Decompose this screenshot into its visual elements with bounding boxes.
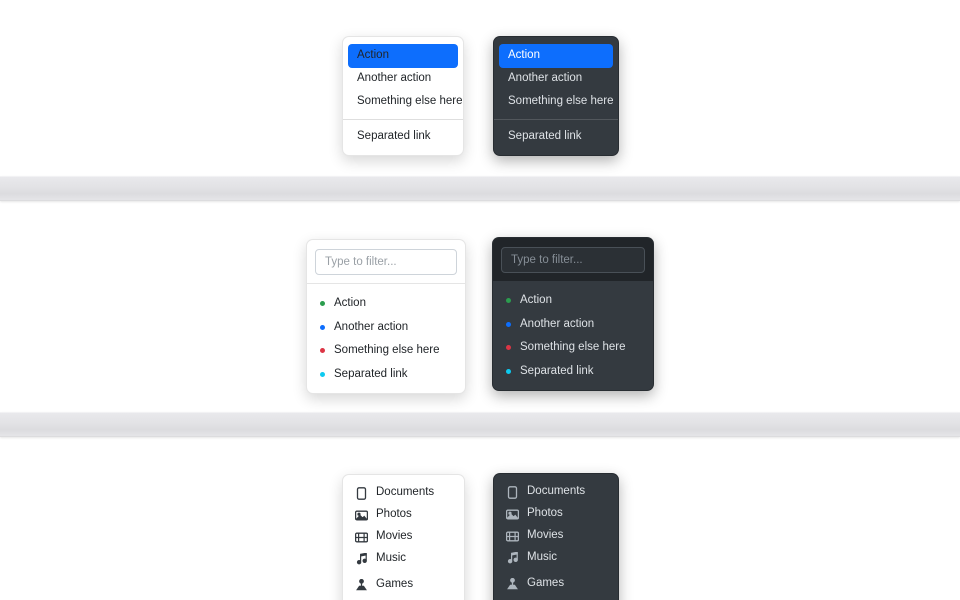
status-dot-red-icon [320, 348, 325, 354]
menu-item-label: Movies [527, 529, 564, 542]
menu-item-label: Action [357, 49, 389, 61]
filter-header [307, 240, 465, 284]
dropdown-menu-filter-light: Action Another action Something else her… [306, 239, 466, 394]
menu-item-label: Photos [376, 508, 412, 521]
filter-input[interactable] [315, 249, 457, 275]
menu-divider [343, 118, 463, 120]
status-dot-blue-icon [320, 324, 325, 330]
dropdown-menu-basic-dark: Action Another action Something else her… [493, 36, 619, 156]
menu-item-another-action[interactable]: Another action [494, 68, 618, 91]
filter-input[interactable] [501, 247, 645, 273]
filter-item-list: Action Another action Something else her… [307, 284, 465, 386]
menu-item-label: Photos [527, 507, 563, 520]
menu-item-games[interactable]: Games [494, 573, 618, 595]
menu-item-label: Action [334, 297, 366, 309]
menu-item-label: Action [508, 49, 540, 61]
status-dot-cyan-icon [320, 371, 325, 377]
menu-item-photos[interactable]: Photos [494, 503, 618, 525]
menu-item-label: Separated link [508, 130, 582, 142]
dropdown-menu-basic-light: Action Another action Something else her… [342, 36, 464, 156]
menu-item-movies[interactable]: Movies [343, 526, 464, 548]
menu-item-action[interactable]: Action [307, 292, 465, 316]
menu-item-documents[interactable]: Documents [494, 481, 618, 503]
film-icon [506, 530, 519, 543]
joystick-icon [506, 577, 519, 591]
menu-item-label: Something else here [334, 344, 440, 356]
menu-item-separated-link[interactable]: Separated link [493, 360, 653, 384]
status-dot-green-icon [506, 298, 511, 304]
menu-item-separated-link[interactable]: Separated link [343, 126, 463, 149]
menu-item-separated-link[interactable]: Separated link [494, 126, 618, 149]
menu-item-another-action[interactable]: Another action [493, 313, 653, 337]
menu-item-label: Separated link [357, 130, 431, 142]
menu-item-label: Music [527, 551, 558, 564]
joystick-icon [355, 578, 368, 592]
status-dot-blue-icon [506, 321, 511, 327]
menu-item-label: Something else here [508, 94, 614, 107]
menu-item-music[interactable]: Music [343, 548, 464, 570]
menu-item-label: Music [376, 552, 407, 565]
menu-item-photos[interactable]: Photos [343, 504, 464, 526]
menu-item-label: Another action [508, 72, 583, 84]
menu-item-something-else-here[interactable]: Something else here [493, 336, 653, 360]
menu-divider [494, 118, 618, 120]
menu-item-something-else-here[interactable]: Something else here [343, 90, 463, 113]
music-note-icon [506, 552, 519, 565]
status-dot-cyan-icon [506, 368, 511, 374]
menu-item-something-else-here[interactable]: Something else here [307, 339, 465, 363]
section-divider-band-1 [0, 176, 960, 201]
menu-item-label: Games [527, 577, 565, 590]
menu-item-label: Another action [357, 72, 432, 84]
status-dot-red-icon [506, 345, 511, 351]
menu-item-action[interactable]: Action [499, 44, 613, 68]
section-divider-band-2 [0, 412, 960, 437]
menu-item-label: Games [376, 578, 414, 591]
menu-item-label: Something else here [357, 94, 463, 107]
music-note-icon [355, 553, 368, 566]
menu-item-documents[interactable]: Documents [343, 482, 464, 504]
dropdown-menu-icons-light: Documents Photos Movies Music Games [342, 474, 465, 600]
filter-item-list: Action Another action Something else her… [493, 281, 653, 383]
menu-item-label: Movies [376, 530, 413, 543]
menu-item-games[interactable]: Games [343, 574, 464, 596]
film-icon [355, 531, 368, 544]
menu-item-label: Something else here [520, 341, 626, 353]
menu-item-label: Another action [334, 320, 409, 333]
menu-item-label: Separated link [520, 364, 594, 377]
image-icon [355, 509, 368, 522]
file-icon [506, 485, 519, 499]
menu-item-separated-link[interactable]: Separated link [307, 363, 465, 387]
menu-item-action[interactable]: Action [348, 44, 458, 68]
menu-item-another-action[interactable]: Another action [343, 68, 463, 91]
menu-item-another-action[interactable]: Another action [307, 316, 465, 340]
menu-item-label: Documents [376, 486, 435, 499]
menu-item-something-else-here[interactable]: Something else here [494, 90, 618, 113]
menu-item-label: Another action [520, 317, 595, 330]
image-icon [506, 508, 519, 521]
dropdown-menu-icons-dark: Documents Photos Movies Music Games [493, 473, 619, 600]
menu-item-music[interactable]: Music [494, 547, 618, 569]
dropdown-menu-filter-dark: Action Another action Something else her… [492, 237, 654, 391]
menu-item-label: Documents [527, 485, 586, 498]
menu-item-action[interactable]: Action [493, 289, 653, 313]
menu-item-label: Separated link [334, 367, 408, 380]
file-icon [355, 486, 368, 500]
filter-header [493, 238, 653, 281]
status-dot-green-icon [320, 301, 325, 307]
menu-item-movies[interactable]: Movies [494, 525, 618, 547]
menu-item-label: Action [520, 294, 552, 306]
